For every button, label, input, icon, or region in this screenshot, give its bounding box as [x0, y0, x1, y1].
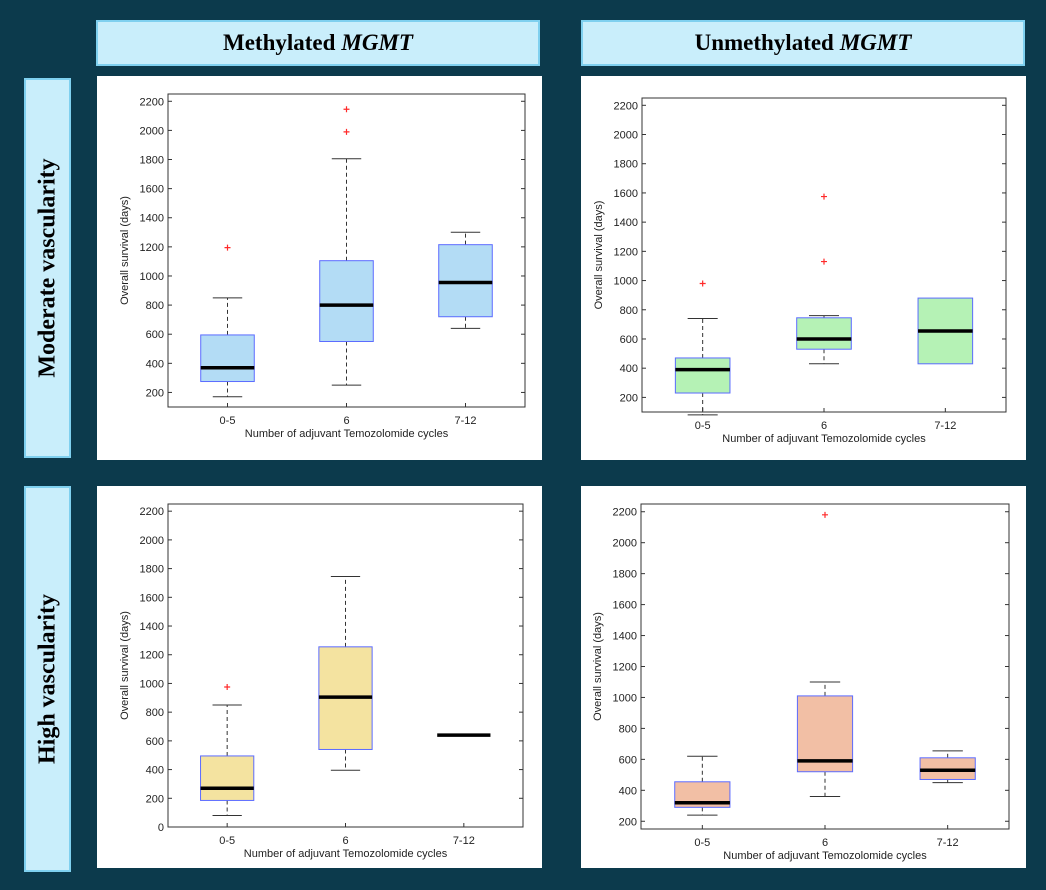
box-iqr — [796, 317, 852, 350]
y-tick-label: 400 — [146, 765, 164, 777]
col-header-methylated-prefix: Methylated — [223, 30, 336, 55]
y-tick-label: 0 — [158, 822, 164, 834]
y-tick-label: 600 — [146, 329, 164, 341]
y-tick-label: 600 — [146, 736, 164, 748]
y-tick-label: 1200 — [613, 662, 637, 674]
x-tick-label: 7-12 — [453, 835, 475, 847]
box-iqr — [438, 244, 493, 318]
y-tick-label: 2000 — [140, 535, 164, 547]
y-tick-label: 1400 — [613, 631, 637, 643]
y-tick-label: 800 — [146, 707, 164, 719]
x-tick-label: 0-5 — [695, 420, 711, 432]
y-tick-label: 1000 — [614, 276, 638, 288]
x-axis-label: Number of adjuvant Temozolomide cycles — [244, 848, 448, 860]
y-tick-label: 800 — [619, 723, 637, 735]
outlier-marker — [343, 106, 350, 113]
box-iqr — [674, 357, 731, 394]
y-tick-label: 1600 — [614, 188, 638, 200]
row-header-high: High vascularity — [24, 486, 71, 872]
y-tick-label: 400 — [620, 363, 638, 375]
row-header-moderate-label: Moderate vascularity — [34, 158, 60, 378]
x-tick-label: 6 — [342, 835, 348, 847]
x-tick-label: 7-12 — [934, 420, 956, 432]
y-tick-label: 1000 — [613, 692, 637, 704]
y-axis-label: Overall survival (days) — [592, 612, 604, 721]
row-header-high-label: High vascularity — [34, 593, 60, 765]
x-tick-label: 6 — [343, 415, 349, 427]
x-axis-label: Number of adjuvant Temozolomide cycles — [723, 850, 927, 862]
col-header-unmethylated-prefix: Unmethylated — [694, 30, 834, 55]
x-tick-label: 6 — [822, 837, 828, 849]
y-tick-label: 1800 — [140, 564, 164, 576]
y-axis-label: Overall survival (days) — [119, 196, 131, 305]
y-tick-label: 2000 — [140, 125, 164, 137]
y-tick-label: 1800 — [613, 569, 637, 581]
boxplot-moderate-methylated: 200 400 600 800 1000 1200 1400 1600 1800 2000 2200… — [119, 93, 526, 440]
x-axis-label: Number of adjuvant Temozolomide cycles — [245, 428, 449, 440]
y-tick-label: 400 — [146, 358, 164, 370]
y-tick-label: 1400 — [614, 217, 638, 229]
y-tick-label: 1200 — [140, 242, 164, 254]
x-tick-label: 7-12 — [454, 415, 476, 427]
x-tick-label: 7-12 — [937, 837, 959, 849]
box-iqr — [796, 695, 854, 773]
y-tick-label: 1000 — [140, 271, 164, 283]
box-iqr — [200, 755, 255, 801]
boxplot-high-methylated: 0 200 400 600 800 1000 1200 1400 1600 1800 2000 220… — [119, 503, 524, 860]
y-tick-label: 1600 — [140, 592, 164, 604]
col-header-methylated-gene: MGMT — [341, 30, 413, 55]
outlier-marker — [821, 258, 827, 265]
col-header-unmethylated: Unmethylated MGMT — [581, 20, 1025, 66]
y-tick-label: 1400 — [140, 621, 164, 633]
y-tick-label: 200 — [619, 816, 637, 828]
chart-panel-high-unmethylated: 200 400 600 800 1000 1200 1400 1600 1800 2000 2200… — [581, 486, 1026, 868]
row-header-moderate: Moderate vascularity — [24, 78, 71, 458]
y-tick-label: 1600 — [140, 184, 164, 196]
y-tick-label: 400 — [619, 785, 637, 797]
y-tick-label: 200 — [620, 392, 638, 404]
x-axis-label: Number of adjuvant Temozolomide cycles — [722, 433, 926, 445]
boxplot-high-unmethylated: 200 400 600 800 1000 1200 1400 1600 1800 2000 2200… — [592, 503, 1010, 862]
outlier-marker — [224, 684, 231, 691]
x-tick-label: 0-5 — [694, 837, 710, 849]
x-tick-label: 6 — [821, 420, 827, 432]
y-tick-label: 1400 — [140, 213, 164, 225]
y-tick-label: 1800 — [614, 159, 638, 171]
chart-panel-moderate-methylated: 200 400 600 800 1000 1200 1400 1600 1800 2000 2200… — [97, 76, 542, 460]
y-tick-label: 800 — [146, 300, 164, 312]
y-tick-label: 600 — [620, 334, 638, 346]
y-tick-label: 1200 — [614, 246, 638, 258]
outlier-marker — [822, 511, 828, 518]
y-axis-label: Overall survival (days) — [119, 611, 131, 720]
y-axis-label: Overall survival (days) — [593, 201, 605, 310]
y-tick-label: 200 — [146, 793, 164, 805]
y-tick-label: 800 — [620, 305, 638, 317]
y-tick-label: 1800 — [140, 155, 164, 167]
outlier-marker — [343, 128, 350, 135]
box-iqr — [200, 334, 255, 383]
y-tick-label: 2200 — [614, 100, 638, 112]
outlier-marker — [224, 244, 231, 251]
boxplot-moderate-unmethylated: 200 400 600 800 1000 1200 1400 1600 1800 2000 2200… — [593, 97, 1007, 445]
y-tick-label: 1600 — [613, 600, 637, 612]
y-tick-label: 200 — [146, 387, 164, 399]
y-tick-label: 2200 — [613, 507, 637, 519]
outlier-marker — [821, 193, 827, 200]
y-tick-label: 2000 — [614, 130, 638, 142]
x-tick-label: 0-5 — [220, 415, 236, 427]
y-tick-label: 600 — [619, 754, 637, 766]
y-tick-label: 2000 — [613, 538, 637, 550]
x-tick-label: 0-5 — [219, 835, 235, 847]
box-iqr — [319, 260, 374, 342]
y-tick-label: 1000 — [140, 678, 164, 690]
chart-panel-moderate-unmethylated: 200 400 600 800 1000 1200 1400 1600 1800 2000 2200… — [581, 76, 1026, 460]
outlier-marker — [699, 280, 706, 287]
y-tick-label: 2200 — [140, 96, 164, 108]
y-tick-label: 2200 — [140, 506, 164, 518]
y-tick-label: 1200 — [140, 650, 164, 662]
col-header-methylated: Methylated MGMT — [96, 20, 540, 66]
chart-panel-high-methylated: 0 200 400 600 800 1000 1200 1400 1600 1800 2000 220… — [97, 486, 542, 868]
col-header-unmethylated-gene: MGMT — [839, 30, 912, 55]
